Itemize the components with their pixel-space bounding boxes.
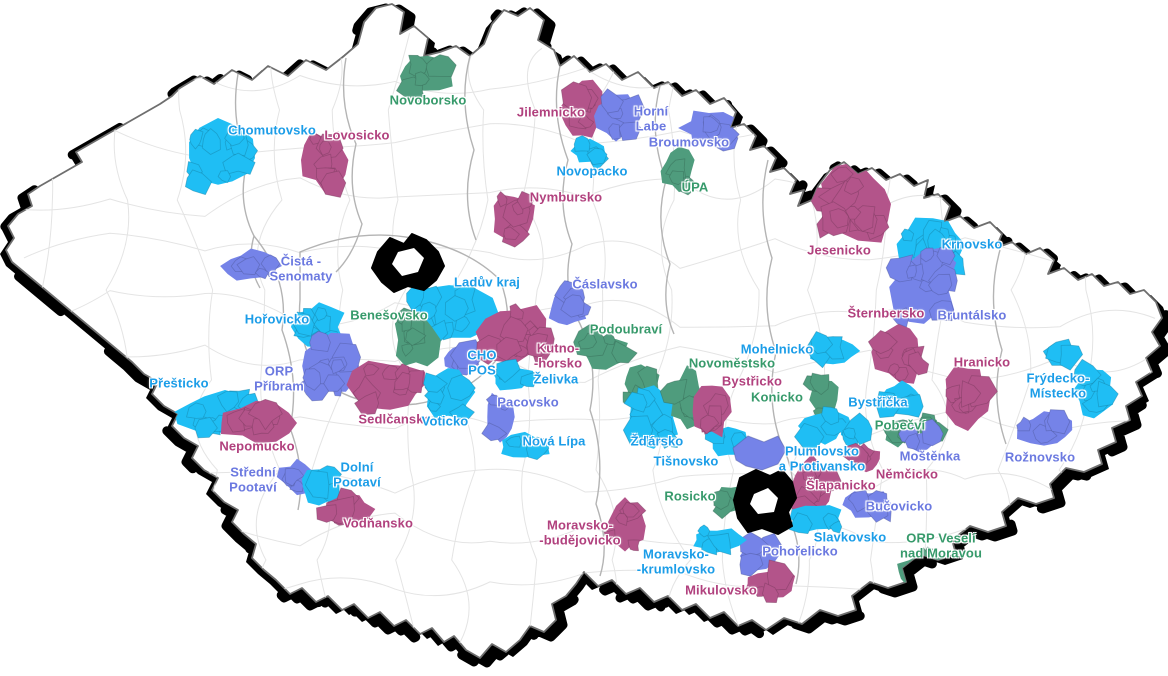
region-cista-senomaty[interactable] [220,248,282,281]
region-cho-pos[interactable] [444,339,485,376]
region-bruntalsko[interactable] [885,245,958,328]
region-mikulovsko[interactable] [744,559,796,603]
region-zelivka[interactable] [491,358,537,391]
region-orp-pribram[interactable] [299,330,362,402]
decorative-region-blob [732,435,787,471]
region-mostenka[interactable] [898,418,944,453]
region-pacovsko[interactable] [481,392,515,443]
region-benesovsko[interactable] [394,307,441,367]
region-jilemnicko[interactable] [558,79,604,138]
brno-city-area [733,469,797,535]
region-horni-labe[interactable] [594,88,645,142]
region-hranicko[interactable] [945,366,998,431]
region-moravsko-budejovicko[interactable] [603,497,647,552]
region-plumlovsko-a-protivansko[interactable] [794,406,853,450]
region-frydecko-mistecko[interactable] [1042,338,1119,419]
region-sternbersko[interactable] [868,323,930,384]
region-upa[interactable] [660,146,697,196]
region-mohelnicko[interactable] [804,331,861,369]
highlighted-microregions [174,54,1119,603]
region-chomutovsko[interactable] [184,118,259,196]
region-sedlcansko[interactable] [346,360,426,416]
region-nepomucko[interactable] [220,398,297,444]
region-nova-lipa[interactable] [501,431,550,461]
region-voticko[interactable] [423,368,476,424]
region-bucovicko[interactable] [842,489,893,523]
region-moravsko-krumlovsko[interactable] [693,524,747,556]
region-jesenicko[interactable] [809,161,891,243]
region-vodnansko[interactable] [316,487,376,526]
region-nemcicko[interactable] [840,442,881,473]
region-slavkovsko[interactable] [788,505,843,534]
region-roznovsko[interactable] [1016,409,1073,446]
region-bystricko[interactable] [692,385,732,438]
region-novopacko[interactable] [570,135,609,172]
region-caslavsko[interactable] [548,280,592,326]
region-bystricka[interactable] [840,380,924,448]
prague-city-area [371,233,445,293]
region-novoborsko[interactable] [396,54,457,103]
region-kutno-horsko[interactable] [475,303,555,365]
region-nymbursko[interactable] [493,190,535,248]
region-pohorelicko[interactable] [739,531,782,577]
region-broumovsko[interactable] [678,110,740,152]
region-lovosicko[interactable] [301,131,349,198]
region-dolni-pootavi[interactable] [301,465,342,506]
